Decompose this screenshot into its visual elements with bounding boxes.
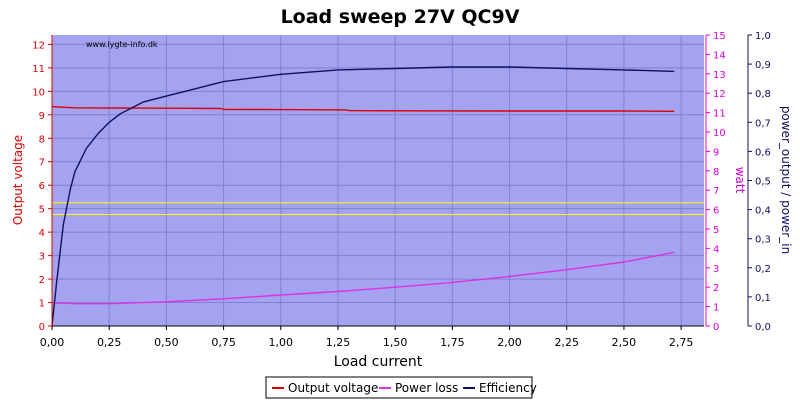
legend-label-output-voltage: Output voltage <box>288 381 378 395</box>
y-left-tick-label: 5 <box>39 205 45 216</box>
y-left-axis-label: Output voltage <box>11 135 25 225</box>
y-left-tick-label: 11 <box>32 64 45 75</box>
series-line-output-voltage <box>51 105 675 112</box>
x-tick-label: 1,75 <box>440 336 465 349</box>
y-right1-tick-label: 9 <box>713 147 719 158</box>
x-tick-label: 0,50 <box>154 336 179 349</box>
x-tick-label: 0,25 <box>97 336 122 349</box>
y-left-tick-label: 9 <box>39 111 45 122</box>
y-right2-tick-label: 0,3 <box>755 235 771 246</box>
y-right1-tick-label: 14 <box>713 50 726 61</box>
x-tick-label: 1,50 <box>383 336 408 349</box>
y-right2-axis-label: power_output / power_in <box>779 106 793 254</box>
y-right2-tick-label: 0,1 <box>755 293 771 304</box>
reference-lines <box>52 202 704 216</box>
legend-label-power-loss: Power loss <box>395 381 458 395</box>
x-tick-label: 0,00 <box>40 336 65 349</box>
x-tick-labels: 0,00 0,25 0,50 0,75 1,00 1,25 1,50 1,75 2,00 2,25… <box>40 326 694 349</box>
legend-box <box>265 376 533 399</box>
y-left-tick-label: 4 <box>39 228 45 239</box>
y-left-tick-label: 3 <box>39 252 45 263</box>
y-right2-tick-label: 1,0 <box>755 31 771 42</box>
y-right1-tick-label: 12 <box>713 89 726 100</box>
y-right1-tick-label: 8 <box>713 167 719 178</box>
y-right1-tick-label: 0 <box>713 322 719 333</box>
y-right2-tick-labels: 0,0 0,1 0,2 0,3 0,4 0,5 0,6 0,7 0,8 0,9 1,0 <box>748 31 771 333</box>
x-tick-label: 2,75 <box>669 336 694 349</box>
y-right2-tick-label: 0,6 <box>755 147 771 158</box>
y-right2-tick-label: 0,7 <box>755 118 771 129</box>
y-right2-tick-label: 0,2 <box>755 264 771 275</box>
y-right1-axis-label: watt <box>733 167 747 194</box>
y-left-tick-label: 0 <box>39 322 45 333</box>
chart-title: Load sweep 27V QC9V <box>281 6 520 28</box>
y-right1-tick-label: 6 <box>713 206 719 217</box>
y-right1-tick-label: 5 <box>713 225 719 236</box>
y-left-tick-label: 7 <box>39 158 45 169</box>
y-right1-tick-label: 7 <box>713 186 719 197</box>
y-left-tick-label: 2 <box>39 275 45 286</box>
y-left-tick-label: 6 <box>39 181 45 192</box>
y-left-tick-label: 10 <box>32 87 45 98</box>
y-right1-tick-label: 13 <box>713 70 726 81</box>
y-left-tick-label: 12 <box>32 40 45 51</box>
y-right1-tick-label: 15 <box>713 31 726 42</box>
y-right1-tick-label: 3 <box>713 264 719 275</box>
y-right2-tick-label: 0,0 <box>755 322 771 333</box>
watermark: www.lygte-info.dk <box>86 40 158 49</box>
x-tick-label: 2,00 <box>497 336 522 349</box>
series-line-power-loss <box>51 251 675 305</box>
plot-area <box>52 35 704 326</box>
y-right1-tick-label: 4 <box>713 244 719 255</box>
y-left-tick-label: 8 <box>39 134 45 145</box>
y-right1-tick-label: 11 <box>713 109 726 120</box>
y-right2-tick-label: 0,4 <box>755 206 771 217</box>
x-axis-label: Load current <box>334 354 423 370</box>
x-tick-label: 1,25 <box>326 336 351 349</box>
y-left-tick-label: 1 <box>39 299 45 310</box>
y-right1-tick-label: 1 <box>713 303 719 314</box>
series-lines <box>51 66 675 327</box>
series-line-efficiency <box>51 66 675 327</box>
y-right2-tick-label: 0,9 <box>755 60 771 71</box>
x-tick-label: 2,50 <box>612 336 637 349</box>
y-right2-tick-label: 0,8 <box>755 89 771 100</box>
x-tick-label: 2,25 <box>554 336 579 349</box>
legend: Output voltage Power loss Efficiency <box>265 376 537 399</box>
x-tick-label: 0,75 <box>211 336 236 349</box>
y-right2-tick-label: 0,5 <box>755 177 771 188</box>
y-right1-tick-label: 2 <box>713 283 719 294</box>
x-tick-label: 1,00 <box>269 336 294 349</box>
legend-label-efficiency: Efficiency <box>479 381 537 395</box>
y-right1-tick-label: 10 <box>713 128 726 139</box>
